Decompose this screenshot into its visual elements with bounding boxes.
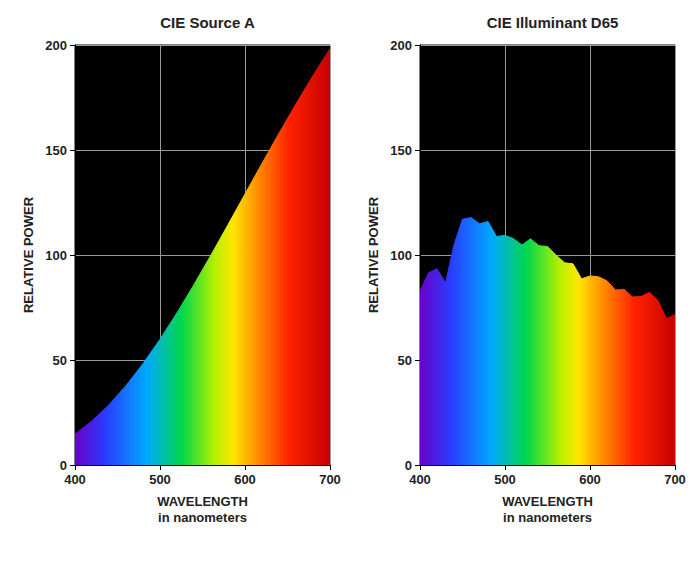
- svg-text:RELATIVE POWER: RELATIVE POWER: [366, 196, 381, 313]
- svg-text:500: 500: [494, 472, 516, 487]
- svg-text:0: 0: [60, 458, 67, 473]
- svg-text:CIE Illuminant D65: CIE Illuminant D65: [487, 14, 619, 31]
- svg-text:WAVELENGTH: WAVELENGTH: [157, 494, 248, 509]
- svg-text:700: 700: [319, 472, 341, 487]
- svg-text:50: 50: [53, 353, 67, 368]
- svg-text:in nanometers: in nanometers: [503, 510, 592, 525]
- svg-text:400: 400: [409, 472, 431, 487]
- svg-text:200: 200: [45, 38, 67, 53]
- svg-text:150: 150: [45, 143, 67, 158]
- svg-text:50: 50: [398, 353, 412, 368]
- svg-text:500: 500: [149, 472, 171, 487]
- svg-text:WAVELENGTH: WAVELENGTH: [502, 494, 593, 509]
- svg-text:CIE Source A: CIE Source A: [160, 14, 255, 31]
- svg-text:600: 600: [579, 472, 601, 487]
- svg-text:in nanometers: in nanometers: [158, 510, 247, 525]
- svg-text:0: 0: [405, 458, 412, 473]
- svg-text:200: 200: [390, 38, 412, 53]
- svg-text:600: 600: [234, 472, 256, 487]
- svg-text:RELATIVE POWER: RELATIVE POWER: [21, 196, 36, 313]
- svg-text:700: 700: [664, 472, 686, 487]
- svg-text:100: 100: [45, 248, 67, 263]
- svg-text:400: 400: [64, 472, 86, 487]
- svg-text:100: 100: [390, 248, 412, 263]
- svg-text:150: 150: [390, 143, 412, 158]
